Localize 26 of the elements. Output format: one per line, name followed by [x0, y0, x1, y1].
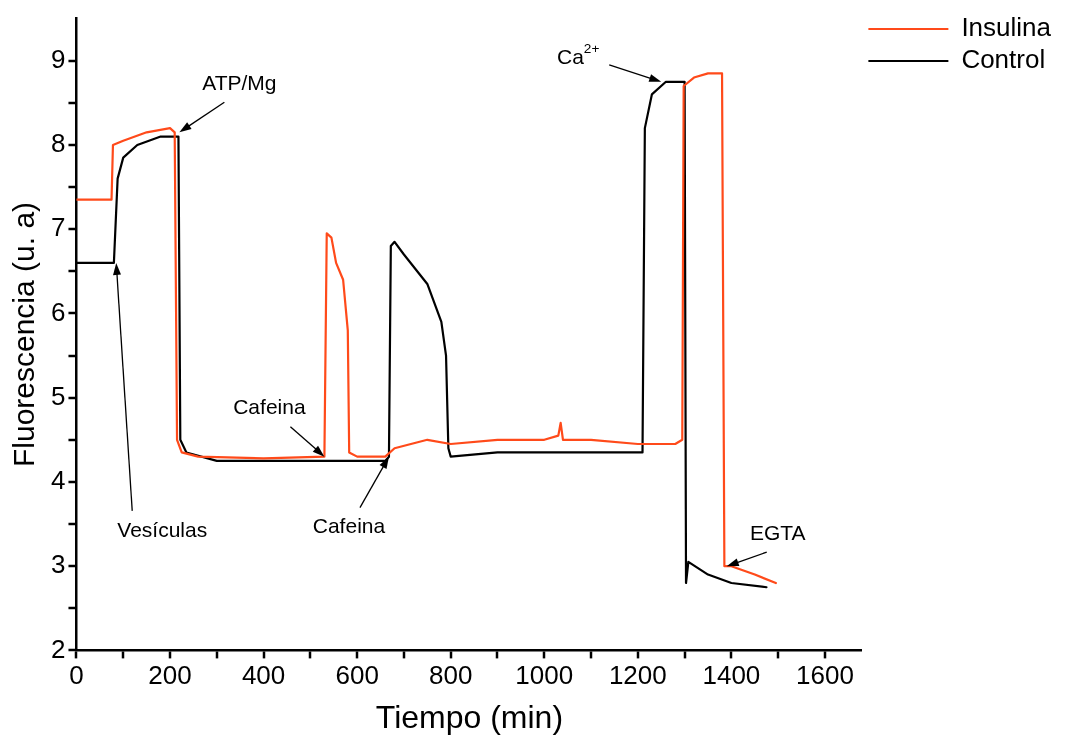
x-tick-label: 1400 — [702, 660, 761, 691]
y-axis-title: Fluorescencia (u. a) — [7, 201, 41, 468]
annotation: Cafeina — [312, 514, 386, 538]
x-tick-label: 1600 — [796, 660, 854, 691]
x-tick-label: 1200 — [608, 660, 667, 691]
x-tick-label: 0 — [69, 660, 84, 691]
x-tick-label: 1000 — [515, 660, 574, 691]
x-tick-label: 400 — [241, 660, 286, 691]
x-axis-title: Tiempo (min) — [375, 698, 564, 735]
y-tick-label: 4 — [50, 465, 66, 496]
annotation: EGTA — [749, 520, 806, 544]
y-tick-label: 7 — [50, 212, 66, 243]
x-tick-label: 600 — [335, 660, 379, 691]
legend-label: Insulina — [961, 12, 1052, 43]
annotation: ATP/Mg — [202, 71, 277, 95]
annotation: Cafeina — [233, 395, 306, 419]
y-tick-label: 6 — [50, 296, 66, 327]
x-tick-label: 800 — [429, 660, 473, 691]
y-tick-label: 5 — [50, 380, 66, 411]
y-tick-label: 2 — [50, 633, 66, 664]
annotation: Vesículas — [117, 517, 208, 541]
y-tick-label: 8 — [50, 128, 66, 159]
legend-label: Control — [961, 44, 1046, 75]
x-tick-label: 200 — [148, 660, 192, 691]
y-tick-label: 9 — [50, 43, 66, 74]
y-tick-label: 3 — [50, 549, 66, 580]
